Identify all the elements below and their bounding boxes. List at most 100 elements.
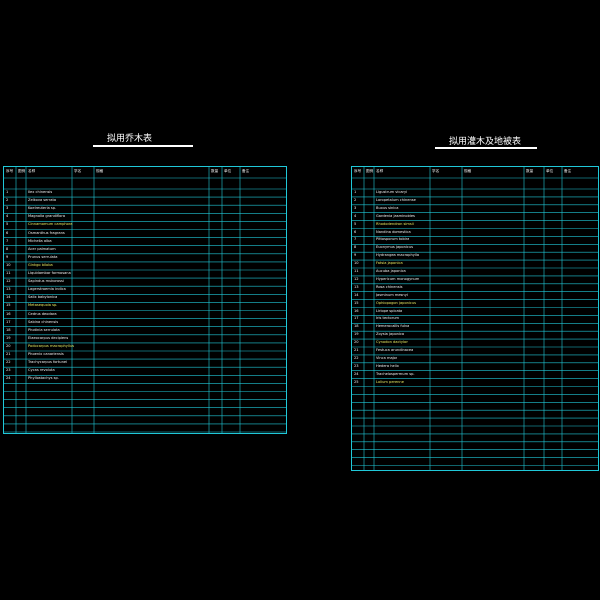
right-table-row-number: 24 <box>354 371 359 376</box>
left-table-header-cell: 图例 <box>18 169 26 173</box>
left-table-row-species: Prunus serrulata <box>28 254 58 259</box>
right-table-title: 拟用灌木及地被表 <box>449 137 522 147</box>
right-table-row-number: 12 <box>354 276 359 281</box>
left-table-row-number: 18 <box>6 327 11 332</box>
right-table-row-species: Zoysia japonica <box>376 332 405 337</box>
left-table-row-number: 7 <box>6 238 9 243</box>
left-table-row-species: Photinia serrulata <box>28 327 60 332</box>
left-plant-table: 序号 图例 名称 学名 规格 数量 单位 备注 1 Ilex chinensis 2 Zelkova … <box>3 166 287 434</box>
left-table-title: 拟用乔木表 <box>107 134 153 144</box>
right-table-row-number: 2 <box>354 197 357 202</box>
left-table-row-species: Cinnamomum camphora <box>28 222 73 227</box>
left-table-row-number: 17 <box>6 319 11 324</box>
right-table-row-species: Aucuba japonica <box>376 269 406 273</box>
right-table-row-species: Nandina domestica <box>376 229 411 234</box>
right-table-row-species: Pittosporum tobira <box>376 237 410 242</box>
left-title-underline <box>93 145 193 147</box>
right-table-header-cell: 图例 <box>366 169 374 173</box>
right-table-row-number: 16 <box>354 308 359 313</box>
left-table-row-species: Michelia alba <box>28 238 52 243</box>
right-table-row-species: Euonymus japonicus <box>376 245 414 250</box>
left-table-row-species: Magnolia grandiflora <box>28 214 66 219</box>
right-table-header-cell: 学名 <box>432 169 440 173</box>
right-table-header-cell: 规格 <box>464 169 472 173</box>
left-table-row-number: 19 <box>6 335 11 340</box>
right-table-row-number: 25 <box>354 379 359 384</box>
right-table-header-cell: 名称 <box>376 169 384 173</box>
left-table-row-species: Trachycarpus fortunei <box>28 360 68 365</box>
left-table-row-number: 12 <box>6 279 11 284</box>
left-table-row-species: Cycas revoluta <box>28 368 55 373</box>
right-table-row-species: Festuca arundinacea <box>376 348 414 352</box>
right-table-row-number: 5 <box>354 221 357 226</box>
right-table-row-species: Jasminum mesnyi <box>376 292 408 297</box>
left-table-row-number: 11 <box>6 271 11 275</box>
left-table-row-number: 14 <box>6 295 11 300</box>
left-table-row-species: Phyllostachys sp. <box>28 376 59 381</box>
left-table-row-number: 1 <box>6 190 9 194</box>
left-table-header-cell: 名称 <box>28 169 36 173</box>
left-table-row-number: 4 <box>6 214 9 219</box>
right-table-row-species: Gardenia jasminoides <box>376 213 415 218</box>
left-table-header-cell: 单位 <box>224 169 232 173</box>
left-table-row-species: Sapindus mukorossi <box>28 279 64 284</box>
right-table-row-number: 14 <box>354 292 359 297</box>
left-table-header-cell: 备注 <box>242 169 250 173</box>
left-table-row-number: 3 <box>6 206 9 211</box>
left-table-row-species: Ilex chinensis <box>28 190 53 194</box>
right-table-header-cell: 序号 <box>354 169 362 173</box>
left-table-row-species: Osmanthus fragrans <box>28 230 65 235</box>
right-table-row-species: Rhododendron simsii <box>376 221 414 226</box>
right-table-row-species: Hydrangea macrophylla <box>376 253 420 258</box>
right-table-row-number: 9 <box>354 253 357 258</box>
right-title-underline <box>435 147 537 149</box>
right-table-row-number: 17 <box>354 316 359 321</box>
left-table-row-number: 15 <box>6 303 11 308</box>
right-table-row-number: 13 <box>354 284 359 289</box>
left-table-row-number: 8 <box>6 246 9 251</box>
left-table-row-number: 2 <box>6 198 9 203</box>
left-table-header-cell: 规格 <box>96 169 104 173</box>
left-table-row-number: 24 <box>6 376 11 381</box>
right-plant-table: 序号 图例 名称 学名 规格 数量 单位 备注 1 Ligustrum vicaryi 2 Lorop… <box>351 166 599 471</box>
right-table-row-species: Ophiopogon japonicus <box>376 300 417 305</box>
left-table-row-species: Elaeocarpus decipiens <box>28 335 69 340</box>
right-table-header-cell: 备注 <box>564 169 572 173</box>
left-table-row-number: 20 <box>6 343 11 348</box>
left-table-row-species: Salix babylonica <box>28 295 58 300</box>
left-table-row-species: Ginkgo biloba <box>28 262 53 267</box>
left-table-row-number: 5 <box>6 222 9 227</box>
right-table-row-species: Hypericum monogynum <box>376 276 420 281</box>
right-table-row-number: 21 <box>354 348 359 352</box>
right-table-row-number: 6 <box>354 229 357 234</box>
left-table-grid <box>4 167 286 433</box>
right-table-row-species: Lolium perenne <box>376 379 404 384</box>
left-table-row-number: 10 <box>6 262 11 267</box>
left-table-row-species: Koelreuteria sp. <box>28 206 57 211</box>
right-table-row-number: 4 <box>354 213 357 218</box>
right-table-row-species: Vinca major <box>376 355 398 360</box>
right-table-row-number: 10 <box>354 261 359 266</box>
left-table-row-number: 13 <box>6 287 11 292</box>
right-table-row-number: 22 <box>354 355 359 360</box>
right-table-row-species: Liriope spicata <box>376 308 403 313</box>
right-table-row-number: 20 <box>354 340 359 345</box>
left-table-row-species: Liquidambar formosana <box>28 271 71 275</box>
left-table-row-number: 23 <box>6 368 11 373</box>
right-table-header-cell: 单位 <box>546 169 554 173</box>
left-table-row-species: Cedrus deodara <box>28 311 57 316</box>
left-table-row-species: Acer palmatum <box>28 246 56 251</box>
left-table-row-species: Lagerstroemia indica <box>28 287 66 292</box>
left-table-header-cell: 学名 <box>74 169 82 173</box>
right-table-row-number: 11 <box>354 269 359 273</box>
right-table-row-number: 3 <box>354 205 357 210</box>
right-table-row-number: 23 <box>354 363 359 368</box>
left-table-row-number: 6 <box>6 230 9 235</box>
right-table-row-species: Fatsia japonica <box>376 261 403 266</box>
left-table-row-species: Metasequoia sp. <box>28 303 58 308</box>
left-table-header-cell: 数量 <box>211 169 219 173</box>
right-table-row-species: Cynodon dactylon <box>376 340 409 345</box>
right-table-row-species: Iris tectorum <box>376 316 400 321</box>
left-table-row-number: 21 <box>6 352 11 356</box>
right-table-row-species: Ligustrum vicaryi <box>376 190 408 194</box>
